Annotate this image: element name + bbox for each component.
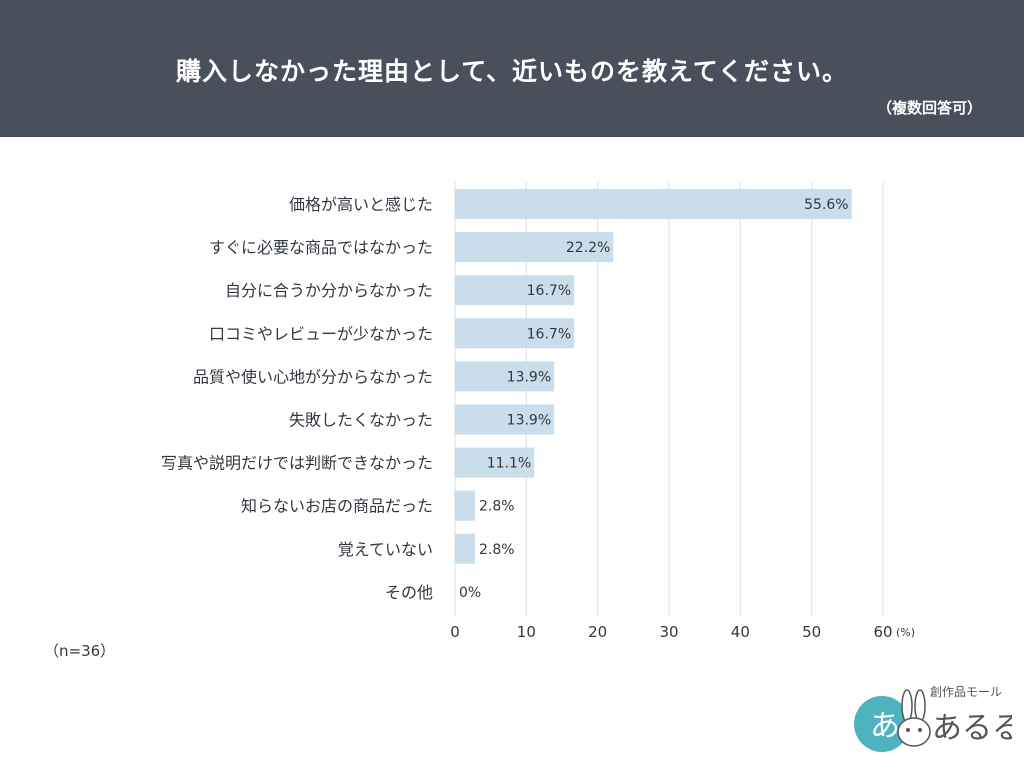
value-label: 0% [459, 585, 481, 601]
sample-size: （n=36） [44, 642, 116, 660]
x-tick-label: 0 [450, 623, 460, 641]
x-tick-label: 10 [517, 623, 536, 641]
value-label: 11.1% [487, 456, 531, 472]
value-label: 16.7% [527, 283, 571, 299]
bar [455, 490, 475, 521]
value-label: 22.2% [566, 240, 610, 256]
category-label: 覚えていない [338, 540, 433, 559]
category-label: その他 [385, 583, 433, 602]
value-label: 13.9% [507, 369, 551, 385]
bar [455, 533, 475, 564]
bar [455, 189, 852, 219]
x-tick-label: 40 [731, 623, 750, 641]
bar [455, 232, 614, 263]
value-label: 16.7% [527, 326, 571, 342]
bar [455, 361, 555, 392]
rabbit-logo-icon: あ 創作品モール あるる [854, 685, 1012, 752]
x-tick-label: 20 [588, 623, 607, 641]
value-label: 13.9% [507, 413, 551, 429]
category-label: すぐに必要な商品ではなかった [209, 238, 433, 257]
category-label: 品質や使い心地が分からなかった [193, 367, 433, 386]
logo-tagline: 創作品モール [930, 685, 1002, 699]
logo-mark-text: あ [870, 709, 900, 744]
bar [455, 275, 575, 306]
category-label: 自分に合うか分からなかった [225, 281, 433, 300]
value-label: 55.6% [804, 197, 848, 213]
category-label: 口コミやレビューが少なかった [209, 324, 433, 343]
x-tick-label: 50 [802, 623, 821, 641]
category-label: 知らないお店の商品だった [241, 497, 433, 516]
page-title: 購入しなかった理由として、近いものを教えてください。 [175, 57, 848, 86]
x-tick-label: 30 [659, 623, 678, 641]
x-unit-label: (%) [896, 626, 915, 639]
value-label: 2.8% [479, 542, 515, 558]
value-label: 2.8% [479, 499, 515, 515]
category-label: 写真や説明だけでは判断できなかった [161, 454, 433, 473]
page-subtitle: （複数回答可） [876, 99, 982, 117]
header-banner: 購入しなかった理由として、近いものを教えてください。 （複数回答可） [0, 0, 1024, 137]
bar [455, 447, 535, 478]
x-tick-label: 60 [873, 623, 892, 641]
logo-wordmark: あるる [932, 711, 1012, 746]
category-label: 失敗したくなかった [289, 411, 433, 430]
bar [455, 318, 575, 349]
bar [455, 404, 555, 435]
category-label: 価格が高いと感じた [289, 195, 433, 214]
